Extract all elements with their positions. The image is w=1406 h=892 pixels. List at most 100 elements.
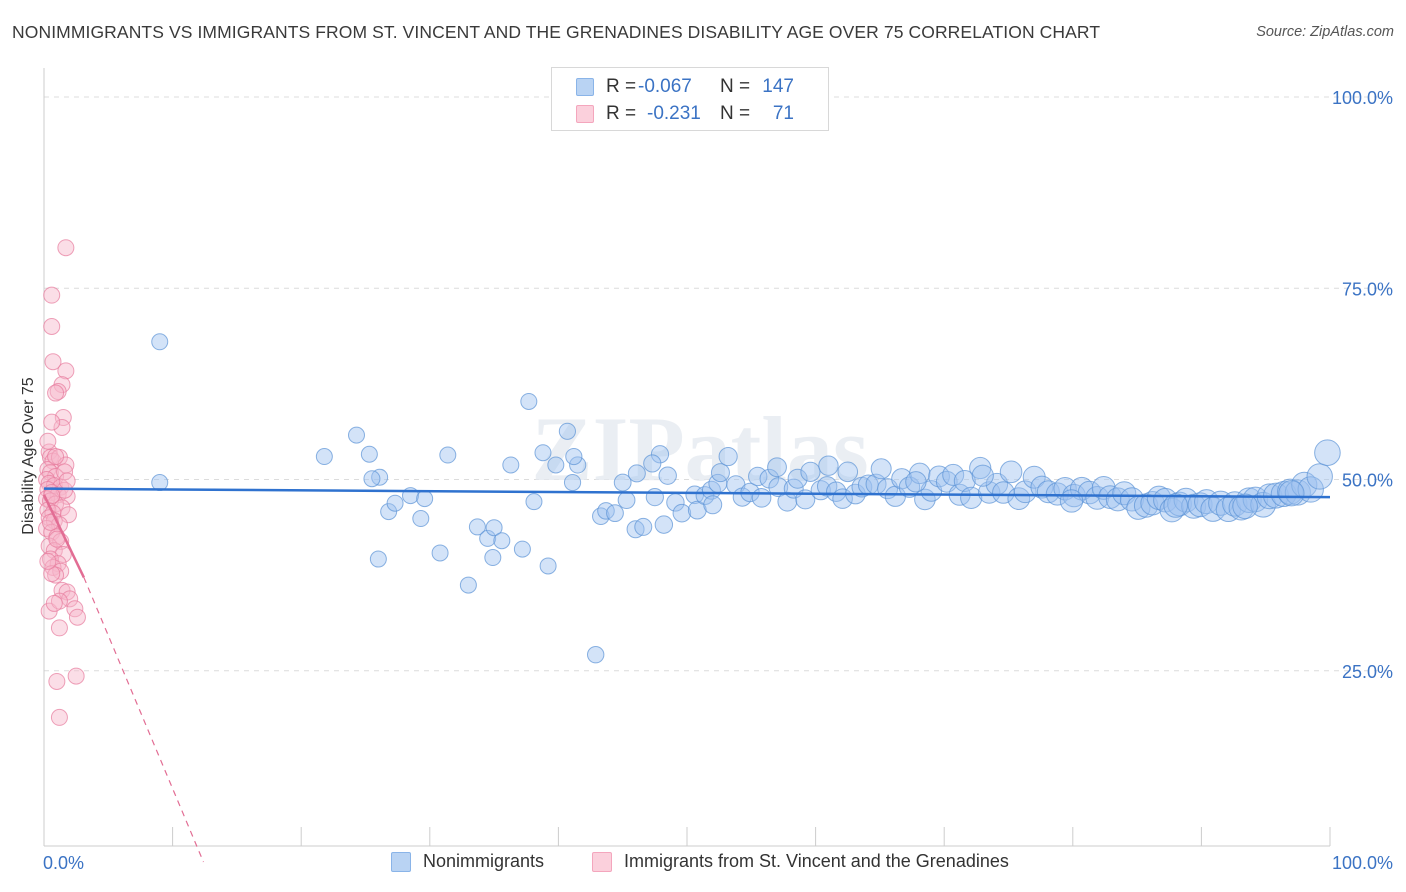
nonimmigrants-point bbox=[534, 444, 552, 462]
nonimmigrants-point bbox=[999, 460, 1023, 484]
x-tick-label: 0.0% bbox=[43, 853, 84, 873]
nonimmigrants-point bbox=[347, 426, 365, 444]
nonimmigrants-point bbox=[493, 532, 511, 550]
nonimmigrants-point bbox=[627, 464, 646, 483]
n-label: N = bbox=[720, 103, 751, 124]
nonimmigrants-point bbox=[431, 544, 449, 562]
y-tick-label: 50.0% bbox=[1342, 471, 1393, 491]
nonimmigrants-point bbox=[818, 455, 839, 476]
n-label: N = bbox=[720, 76, 751, 97]
series-legend: Nonimmigrants Immigrants from St. Vincen… bbox=[0, 851, 1406, 877]
immigrants-series bbox=[38, 239, 86, 726]
r-value: -0.067 bbox=[638, 76, 692, 97]
nonimmigrants-point bbox=[502, 456, 520, 474]
stats-row-nonimmigrants: R = -0.067 N = 147 bbox=[576, 75, 794, 99]
legend-item-nonimmigrants[interactable]: Nonimmigrants bbox=[391, 851, 544, 872]
nonimmigrants-series bbox=[151, 333, 1341, 664]
nonimmigrants-point bbox=[1030, 475, 1054, 499]
immigrants-point bbox=[67, 667, 85, 685]
nonimmigrants-point bbox=[363, 470, 381, 488]
nonimmigrants-point bbox=[1022, 465, 1046, 489]
nonimmigrants-point bbox=[634, 517, 653, 536]
nonimmigrants-point bbox=[563, 473, 582, 492]
nonimmigrants-point bbox=[468, 518, 486, 536]
nonimmigrants-point bbox=[960, 486, 983, 509]
immigrants-point bbox=[50, 708, 68, 726]
nonimmigrants-point bbox=[643, 454, 662, 473]
nonimmigrants-point bbox=[525, 493, 543, 511]
n-value: 147 bbox=[762, 76, 794, 97]
nonimmigrants-point bbox=[953, 470, 976, 493]
immigrants-trend-line bbox=[42, 494, 85, 578]
nonimmigrants-point bbox=[539, 557, 557, 575]
nonimmigrants-point bbox=[971, 464, 994, 487]
immigrants-point bbox=[58, 472, 76, 490]
nonimmigrants-point bbox=[513, 540, 531, 558]
nonimmigrants-point bbox=[1306, 463, 1333, 490]
legend-label: Nonimmigrants bbox=[423, 851, 545, 871]
nonimmigrants-trend-line bbox=[43, 487, 1331, 499]
immigrants-point bbox=[45, 594, 63, 612]
immigrants-point bbox=[44, 353, 62, 371]
legend-swatch-blue bbox=[576, 78, 594, 96]
nonimmigrants-point bbox=[905, 471, 927, 493]
source-credit: Source: ZipAtlas.com bbox=[1256, 24, 1394, 40]
x-tick-label: 100.0% bbox=[1332, 853, 1393, 873]
immigrants-point bbox=[43, 286, 61, 304]
immigrants-point bbox=[39, 432, 57, 450]
nonimmigrants-point bbox=[520, 392, 538, 410]
nonimmigrants-point bbox=[459, 576, 477, 594]
immigrants-point bbox=[49, 383, 67, 401]
nonimmigrants-point bbox=[565, 447, 583, 466]
nonimmigrants-point bbox=[654, 515, 674, 534]
nonimmigrants-point bbox=[870, 458, 892, 480]
r-label: R = bbox=[606, 103, 637, 124]
chart-title: NONIMMIGRANTS VS IMMIGRANTS FROM ST. VIN… bbox=[12, 22, 1101, 42]
nonimmigrants-point bbox=[748, 466, 768, 487]
nonimmigrants-point bbox=[412, 510, 430, 528]
legend-label: Immigrants from St. Vincent and the Gren… bbox=[624, 851, 1009, 871]
nonimmigrants-point bbox=[479, 529, 497, 547]
nonimmigrants-point bbox=[569, 456, 587, 474]
immigrants-point bbox=[48, 672, 66, 690]
nonimmigrants-point bbox=[891, 468, 913, 490]
nonimmigrants-point bbox=[606, 504, 624, 523]
nonimmigrants-point bbox=[751, 488, 772, 508]
immigrants-point bbox=[50, 619, 68, 637]
immigrants-point bbox=[61, 590, 79, 608]
nonimmigrants-point bbox=[439, 446, 457, 464]
nonimmigrants-point bbox=[1119, 487, 1145, 512]
nonimmigrants-point bbox=[369, 550, 387, 568]
nonimmigrants-point bbox=[485, 519, 503, 537]
nonimmigrants-point bbox=[767, 457, 787, 478]
nonimmigrants-point bbox=[484, 549, 502, 567]
immigrants-point bbox=[43, 318, 61, 335]
immigrants-point bbox=[47, 384, 65, 402]
y-tick-label: 25.0% bbox=[1342, 662, 1393, 682]
legend-item-immigrants[interactable]: Immigrants from St. Vincent and the Gren… bbox=[592, 851, 1009, 872]
nonimmigrants-point bbox=[1232, 493, 1258, 520]
nonimmigrants-point bbox=[1278, 480, 1305, 507]
immigrants-point bbox=[47, 448, 65, 466]
nonimmigrants-point bbox=[978, 481, 1001, 504]
nonimmigrants-point bbox=[658, 466, 677, 485]
nonimmigrants-point bbox=[687, 500, 707, 520]
nonimmigrants-point bbox=[360, 445, 378, 463]
nonimmigrants-point bbox=[1007, 487, 1031, 511]
nonimmigrants-point bbox=[645, 487, 664, 507]
nonimmigrants-point bbox=[592, 507, 610, 526]
immigrants-point bbox=[39, 552, 57, 570]
nonimmigrants-point bbox=[710, 463, 730, 483]
n-value: 71 bbox=[772, 103, 794, 124]
immigrants-point bbox=[57, 239, 75, 257]
y-tick-label: 75.0% bbox=[1342, 279, 1393, 299]
nonimmigrants-point bbox=[787, 468, 808, 489]
nonimmigrants-point bbox=[380, 503, 398, 521]
nonimmigrants-point bbox=[650, 445, 670, 464]
immigrants-point bbox=[53, 418, 71, 436]
nonimmigrants-point bbox=[1187, 492, 1213, 518]
nonimmigrants-point bbox=[151, 333, 169, 351]
tick-labels: 25.0% 50.0% 75.0% 100.0% 0.0% 100.0% bbox=[43, 88, 1393, 873]
nonimmigrants-point bbox=[617, 491, 636, 510]
